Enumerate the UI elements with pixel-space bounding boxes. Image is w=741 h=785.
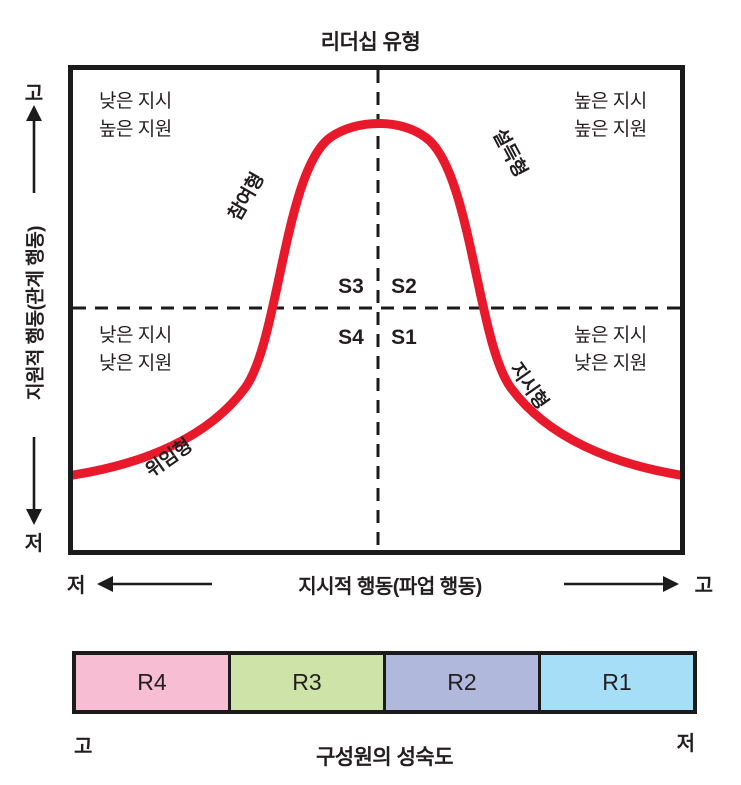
maturity-axis-title: 구성원의 성숙도 xyxy=(315,746,454,769)
y-axis-high-label: 고 xyxy=(24,83,44,105)
x-axis-right-arrow-icon xyxy=(564,576,679,592)
x-axis-high-label: 고 xyxy=(694,575,713,597)
maturity-low-label: 저 xyxy=(676,733,695,755)
y-axis-title: 지원적 행동(관계 행동) xyxy=(25,225,47,401)
chart-area: 낮은 지시 높은 지원 높은 지시 높은 지원 낮은 지시 낮은 지원 높은 지… xyxy=(68,65,685,555)
maturity-bar: R4 R3 R2 R1 xyxy=(72,651,697,714)
note-line: 높은 지시 xyxy=(574,325,647,346)
leadership-bell-curve xyxy=(73,119,680,480)
quadrant-label-s4: S4 xyxy=(338,326,364,349)
bell-curve-plot xyxy=(73,70,680,550)
note-line: 높은 지시 xyxy=(574,91,647,112)
note-line: 높은 지원 xyxy=(574,118,647,140)
quadrant-note-top-left: 낮은 지시 높은 지원 xyxy=(99,88,172,143)
y-axis-low-label: 저 xyxy=(24,533,44,555)
maturity-high-label: 고 xyxy=(74,736,93,758)
quadrant-note-bottom-right: 높은 지시 낮은 지원 xyxy=(574,322,647,377)
quadrant-label-s1: S1 xyxy=(391,326,417,349)
x-axis-low-label: 저 xyxy=(67,575,86,597)
note-line: 높은 지원 xyxy=(99,118,172,140)
quadrant-note-bottom-left: 낮은 지시 낮은 지원 xyxy=(99,322,172,377)
quadrant-note-top-right: 높은 지시 높은 지원 xyxy=(574,88,647,143)
x-axis-left-arrow-icon xyxy=(97,576,212,592)
maturity-segment-r2: R2 xyxy=(383,655,538,710)
x-axis-title: 지시적 행동(파업 행동) xyxy=(298,576,482,598)
quadrant-label-s2: S2 xyxy=(391,275,417,298)
note-line: 낮은 지원 xyxy=(574,352,647,374)
quadrant-label-s3: S3 xyxy=(338,275,364,298)
note-line: 낮은 지원 xyxy=(99,352,172,374)
maturity-segment-r1: R1 xyxy=(538,655,693,710)
note-line: 낮은 지시 xyxy=(99,91,172,112)
note-line: 낮은 지시 xyxy=(99,325,172,346)
maturity-segment-r4: R4 xyxy=(76,655,228,710)
maturity-segment-r3: R3 xyxy=(228,655,383,710)
diagram-title: 리더십 유형 xyxy=(320,31,421,54)
y-axis: 고 지원적 행동(관계 행동) 저 xyxy=(12,65,56,555)
y-axis-up-arrow-icon xyxy=(26,105,42,193)
y-axis-down-arrow-icon xyxy=(26,437,42,525)
x-axis: 저 지시적 행동(파업 행동) 고 xyxy=(65,569,715,598)
maturity-axis: 고 구성원의 성숙도 저 xyxy=(72,727,697,769)
